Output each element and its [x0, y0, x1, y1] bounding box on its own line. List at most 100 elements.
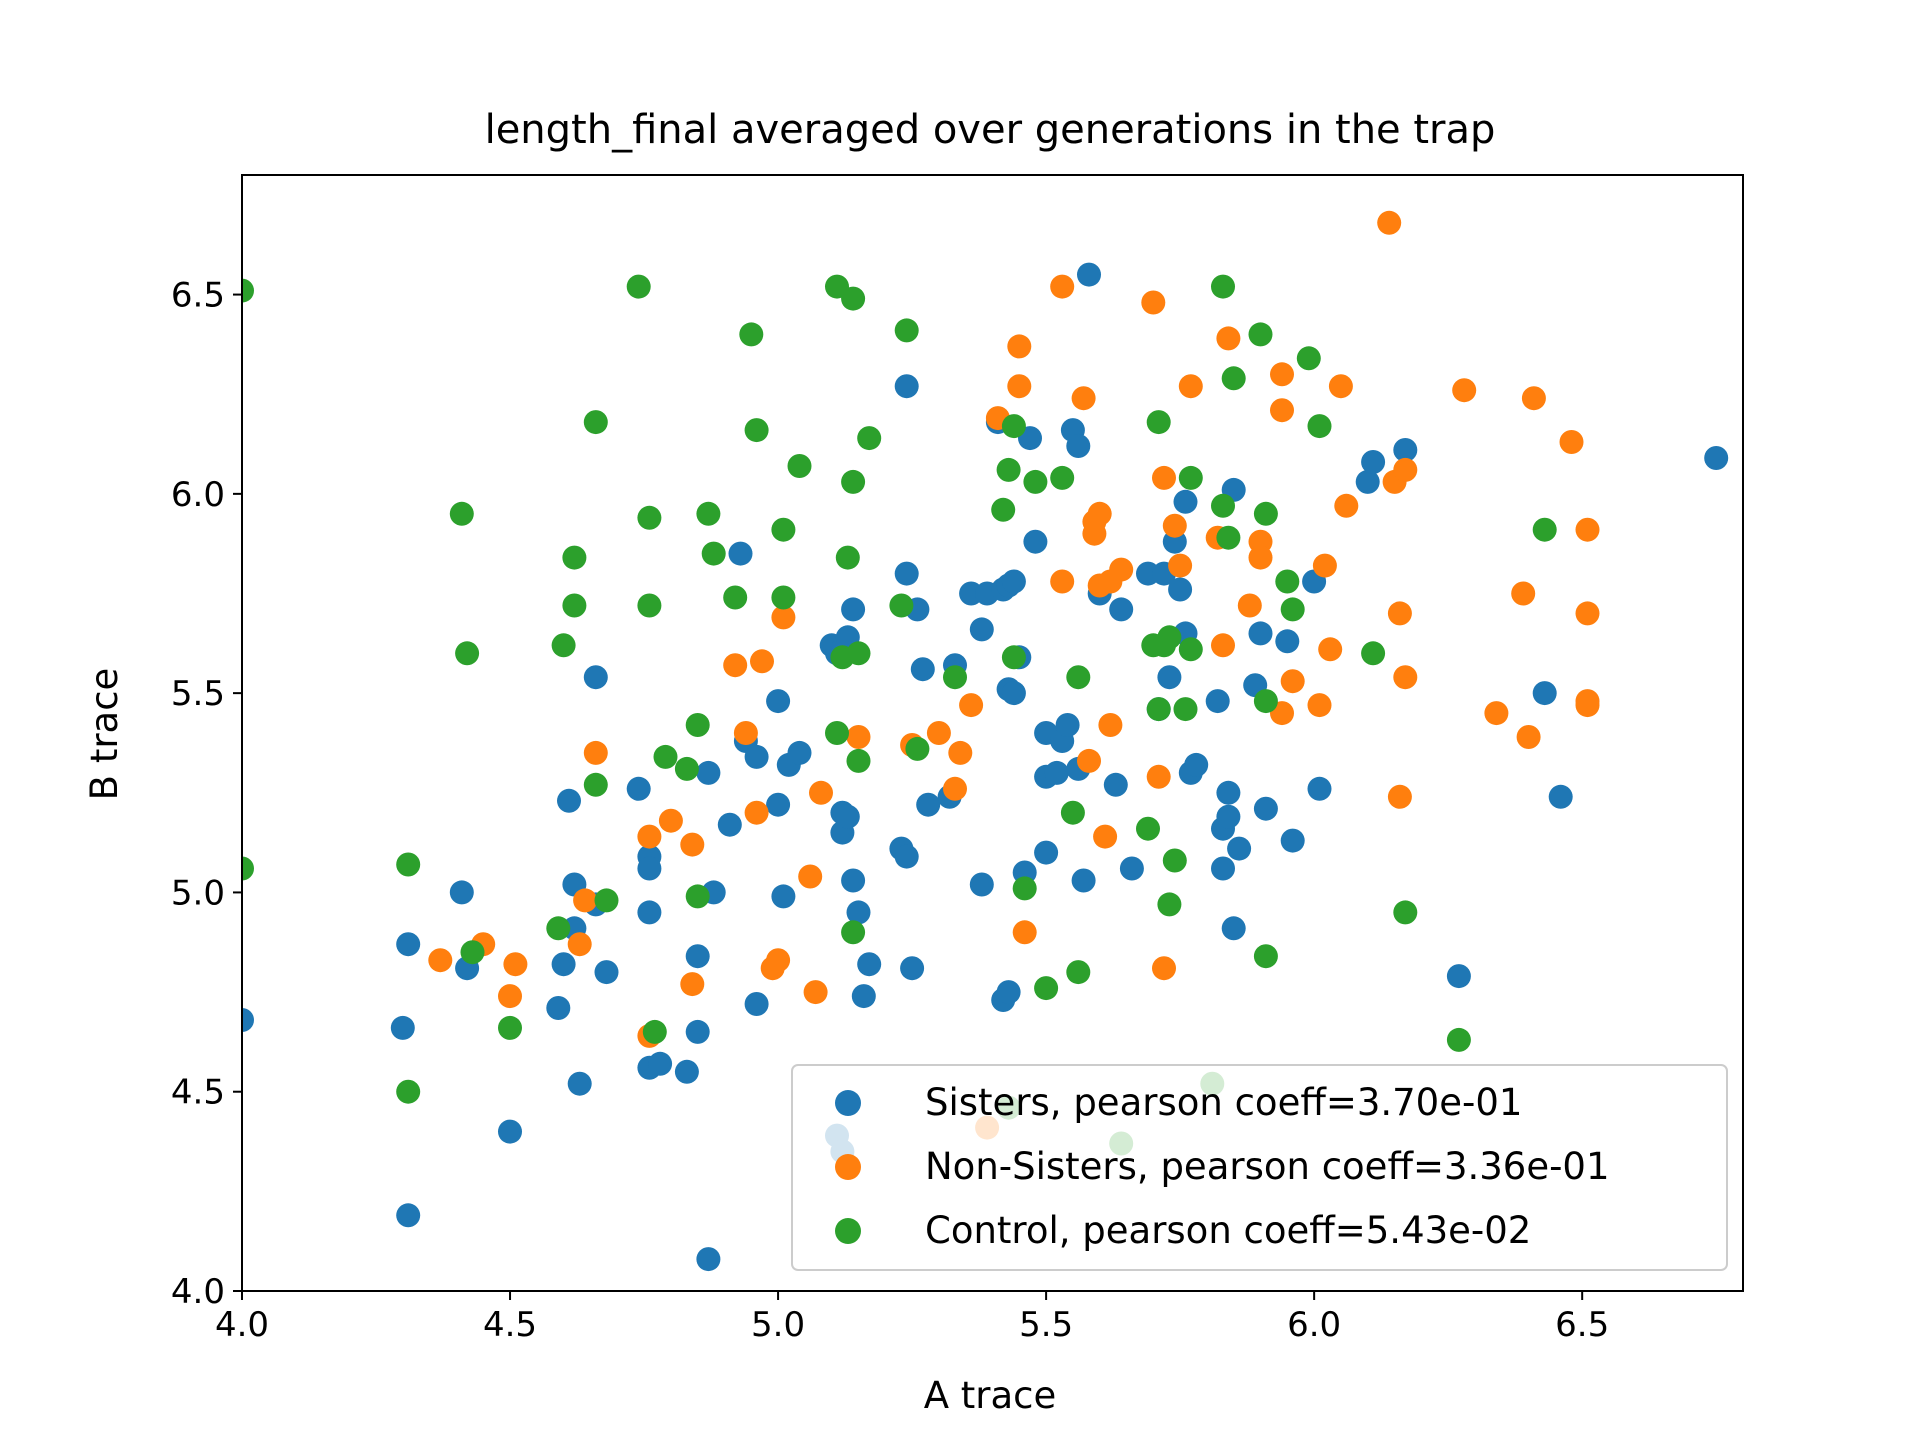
sisters-point [696, 1247, 721, 1272]
sisters-point [1227, 836, 1252, 861]
sisters-point [396, 1203, 421, 1228]
non-sisters-point [1387, 784, 1412, 809]
x-axis-label: A trace [924, 1374, 1057, 1417]
non-sisters-point [1077, 748, 1101, 773]
sisters-point [1034, 840, 1059, 865]
control-point [894, 318, 919, 343]
control-point [685, 884, 710, 909]
sisters-point [1446, 964, 1471, 989]
non-sisters-point [1516, 725, 1541, 749]
non-sisters-point [1050, 274, 1075, 299]
control-point [1146, 410, 1171, 435]
sisters-point [1216, 804, 1241, 829]
control-point [1296, 346, 1321, 371]
control-point [562, 545, 587, 570]
non-sisters-point [1012, 920, 1037, 945]
non-sisters-point [1559, 430, 1584, 454]
sisters-point [696, 760, 721, 785]
sisters-point [242, 1008, 254, 1032]
non-sisters-point [637, 824, 662, 849]
control-point [594, 888, 619, 913]
sisters-point [1361, 450, 1386, 474]
sisters-point [1275, 629, 1300, 654]
sisters-point [1023, 529, 1048, 554]
non-sisters-point [1007, 334, 1032, 359]
non-sisters-point [948, 740, 973, 765]
sisters-point [1103, 772, 1128, 797]
sisters-point [835, 804, 860, 829]
control-point [449, 501, 474, 526]
control-point [583, 410, 608, 435]
x-axis: 4.0 4.5 5.0 5.5 6.0 6.5 [215, 1291, 1609, 1345]
non-sisters-point [809, 780, 833, 805]
control-point [996, 457, 1021, 482]
non-sisters-point [1007, 374, 1032, 399]
sisters-point [1532, 681, 1557, 706]
sisters-point [996, 980, 1021, 1005]
legend-label-sisters: Sisters, pearson coeff=3.70e-01 [925, 1081, 1522, 1124]
non-sisters-point [1237, 593, 1262, 618]
plot-area [242, 210, 1729, 1272]
non-sisters-point [723, 653, 748, 678]
sisters-point [910, 657, 935, 682]
non-sisters-point [583, 740, 608, 765]
control-point [787, 454, 812, 478]
non-sisters-point [503, 952, 528, 977]
sisters-point [841, 597, 866, 622]
non-sisters-point [1093, 824, 1118, 849]
sisters-point [685, 944, 710, 969]
sisters-point [744, 744, 769, 769]
control-point [723, 585, 748, 610]
legend-box [791, 1064, 1728, 1271]
non-sisters-point [1575, 601, 1600, 626]
control-point [1001, 645, 1026, 670]
control-point [1173, 697, 1198, 722]
control-point [1253, 689, 1278, 714]
sisters-point [841, 868, 866, 893]
control-point [242, 278, 254, 303]
control-point [1023, 469, 1048, 494]
sisters-point [1001, 569, 1026, 594]
sisters-point [1071, 868, 1096, 893]
non-sisters-point [1575, 693, 1600, 718]
sisters-point [969, 872, 994, 897]
control-point [835, 545, 860, 570]
control-point [1001, 414, 1026, 439]
control-point [1253, 944, 1278, 969]
non-sisters-point [733, 721, 758, 745]
y-tick-label: 5.0 [171, 873, 225, 913]
non-sisters-point [1318, 637, 1343, 662]
control-point [1211, 493, 1235, 518]
sisters-point [648, 1051, 673, 1076]
sisters-point [557, 788, 581, 813]
control-point [991, 497, 1016, 522]
x-tick-label: 6.5 [1555, 1305, 1609, 1345]
control-point [551, 633, 576, 658]
sisters-point [851, 984, 876, 1009]
sisters-point [1066, 434, 1091, 458]
non-sisters-point [498, 984, 522, 1009]
control-point [889, 593, 914, 618]
non-sisters-point [1146, 764, 1171, 789]
control-point [841, 286, 866, 311]
control-point [460, 940, 485, 965]
non-sisters-point [1270, 398, 1294, 423]
non-sisters-point [567, 932, 592, 957]
sisters-point [685, 1019, 710, 1044]
control-point [1248, 322, 1273, 347]
non-sisters-point [1377, 210, 1402, 235]
non-sisters-point [1307, 693, 1332, 718]
non-sisters-point [1270, 362, 1294, 387]
sisters-point [390, 1015, 415, 1040]
sisters-point [498, 1119, 522, 1144]
control-point [1280, 597, 1305, 622]
non-sisters-point [1511, 581, 1536, 606]
control-point [562, 593, 587, 618]
sisters-point [546, 996, 571, 1020]
sisters-point [637, 856, 662, 881]
non-sisters-point [1334, 493, 1359, 518]
non-sisters-point [1280, 669, 1305, 694]
control-point [1066, 960, 1091, 985]
sisters-point [1173, 489, 1198, 514]
control-point [1162, 848, 1187, 873]
